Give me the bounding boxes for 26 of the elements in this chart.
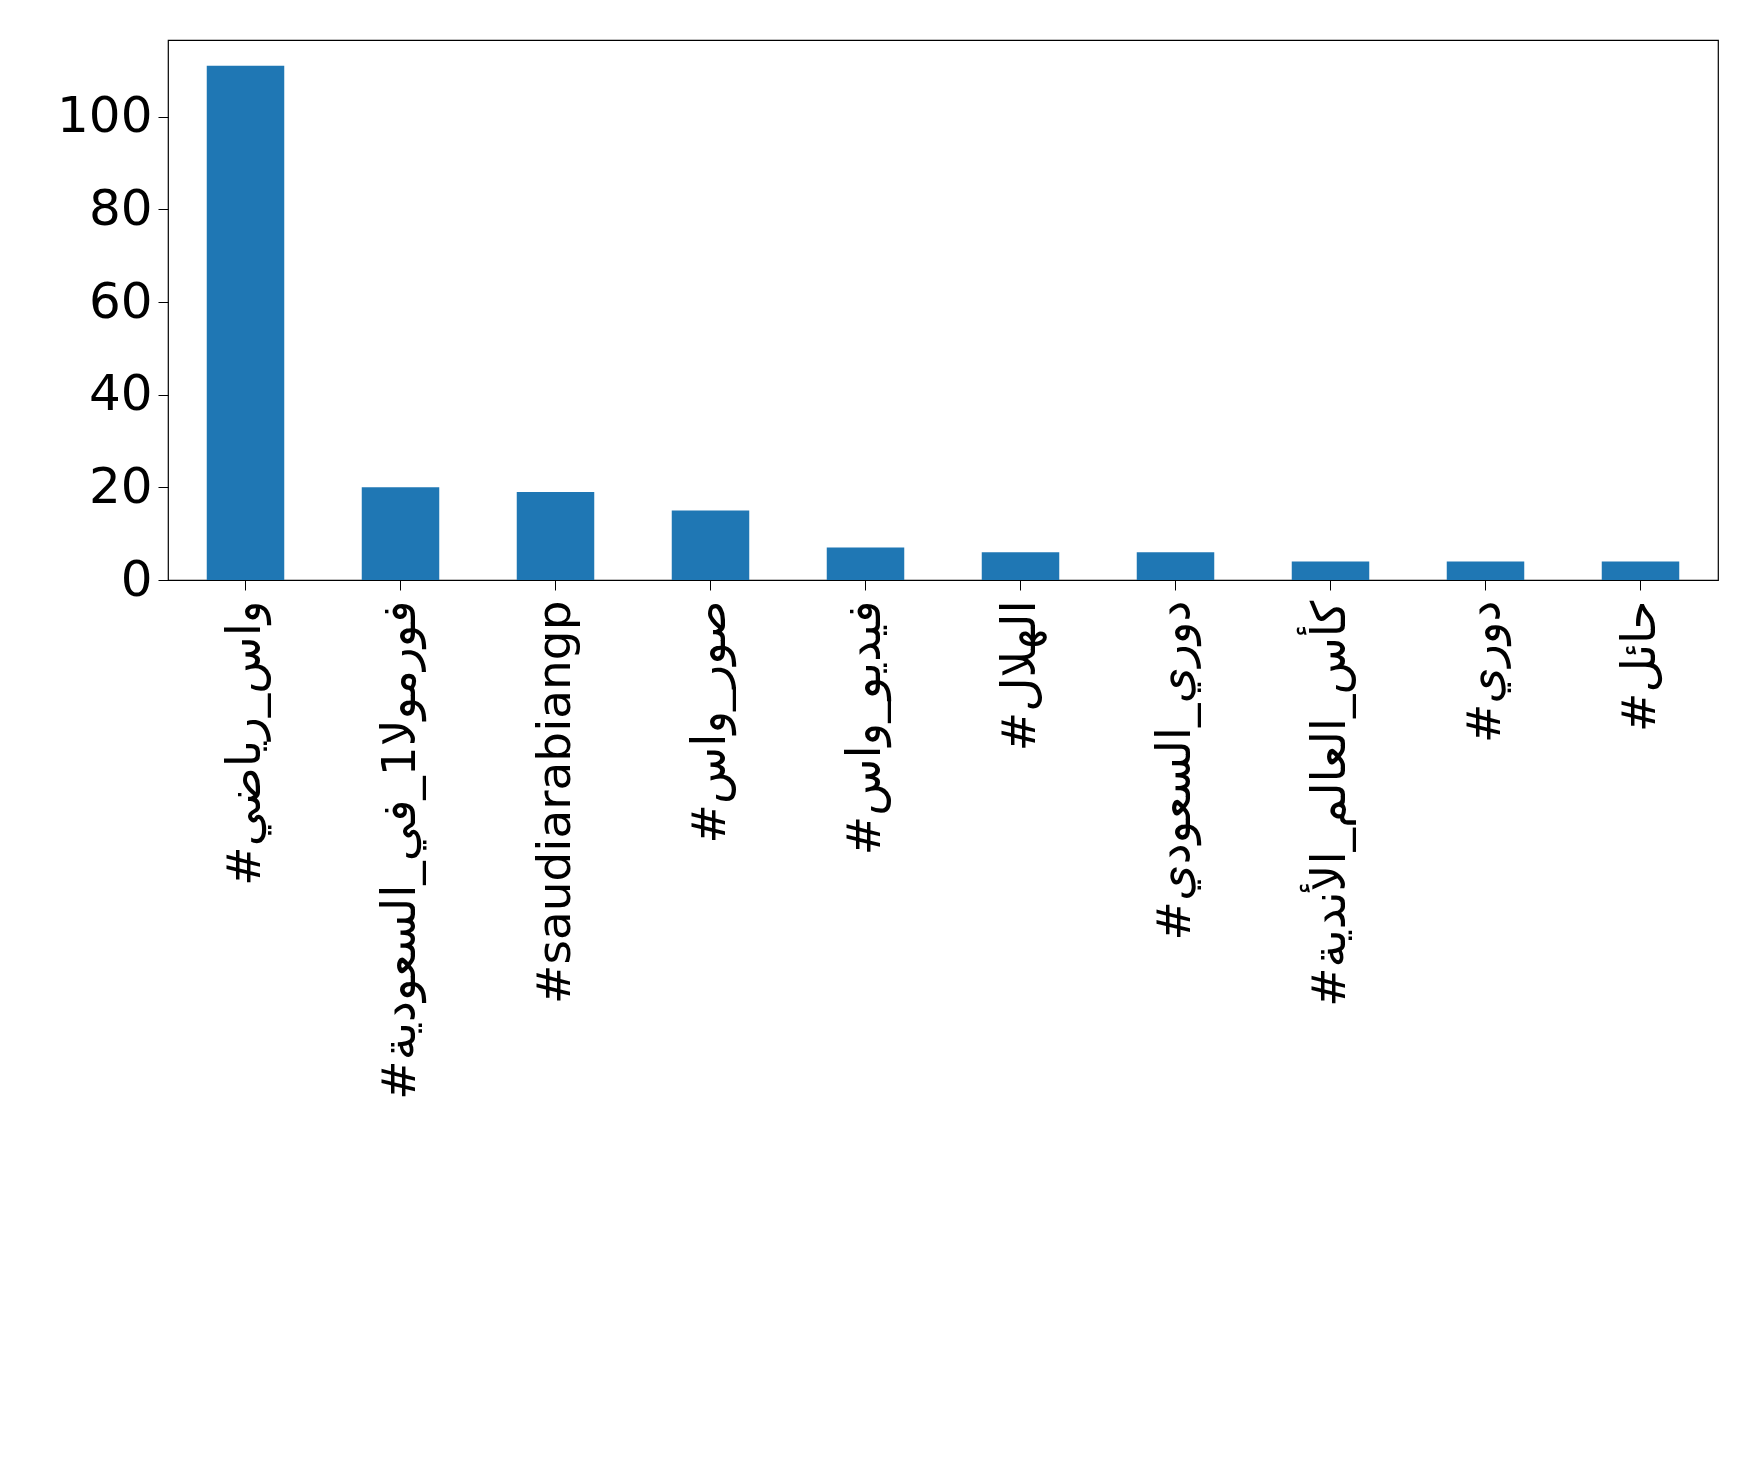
x-tick-label: #حائل [1610, 600, 1666, 732]
bar [1601, 561, 1680, 580]
x-tick-label: #saudiarabiangp [525, 600, 581, 1004]
y-tick-label: 0 [120, 549, 153, 608]
bar [361, 487, 440, 580]
x-tick-label: #فيديو_واس [835, 600, 892, 856]
y-tick-label: 20 [88, 456, 153, 515]
x-tick-label: #الهلال [990, 600, 1047, 752]
y-tick-label: 40 [88, 364, 153, 423]
bar [981, 552, 1060, 580]
x-tick-label: #صور_واس [680, 600, 737, 844]
bar [1291, 561, 1370, 580]
bar [206, 65, 285, 580]
x-tick-label: #واس_رياضي [215, 600, 272, 886]
bar [516, 491, 595, 580]
x-tick-label: #دوري [1455, 600, 1512, 744]
bar [671, 510, 750, 580]
y-tick-label: 100 [57, 86, 153, 145]
x-tick-label: #دوري_السعودي [1145, 600, 1202, 941]
x-tick-label: #فورمولا1_في_السعودية [370, 600, 427, 1100]
bar [826, 547, 905, 580]
x-tick-label: #كأس_العالم_الأندية [1295, 599, 1356, 1007]
bar [1136, 552, 1215, 580]
bar [1446, 561, 1525, 580]
y-tick-label: 60 [88, 271, 153, 330]
y-tick-label: 80 [88, 178, 153, 237]
